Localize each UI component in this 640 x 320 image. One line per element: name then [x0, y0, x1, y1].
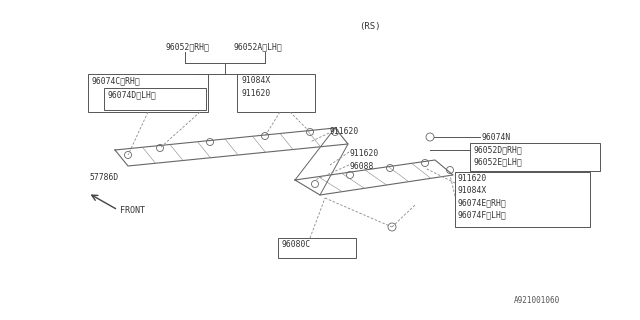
Text: 911620: 911620 [330, 127, 359, 136]
Text: 91084X: 91084X [241, 76, 270, 85]
Text: 96080C: 96080C [281, 240, 310, 249]
Text: FRONT: FRONT [120, 206, 145, 215]
Text: 96074C〈RH〉: 96074C〈RH〉 [91, 76, 140, 85]
Text: 96074E〈RH〉: 96074E〈RH〉 [458, 198, 507, 207]
Text: 911620: 911620 [241, 89, 270, 98]
Text: (RS): (RS) [359, 22, 381, 31]
Bar [88, 74, 208, 112]
Text: 96074F〈LH〉: 96074F〈LH〉 [458, 210, 507, 219]
Text: 911620: 911620 [350, 149, 380, 158]
Text: 96074N: 96074N [482, 133, 511, 142]
Text: 96052D〈RH〉: 96052D〈RH〉 [473, 145, 522, 154]
Bar [470, 143, 600, 171]
Text: 91084X: 91084X [458, 186, 487, 195]
Text: 96052E〈LH〉: 96052E〈LH〉 [473, 157, 522, 166]
Text: 57786D: 57786D [90, 173, 119, 182]
Text: 96052〈RH〉: 96052〈RH〉 [165, 42, 209, 51]
Bar [104, 88, 206, 110]
Text: 96088: 96088 [350, 162, 374, 171]
Text: 911620: 911620 [458, 174, 487, 183]
Text: 96074D〈LH〉: 96074D〈LH〉 [107, 90, 156, 99]
Text: A921001060: A921001060 [514, 296, 560, 305]
Bar [278, 238, 356, 258]
Bar [237, 74, 315, 112]
Bar [455, 172, 590, 227]
Text: 96052A〈LH〉: 96052A〈LH〉 [233, 42, 282, 51]
